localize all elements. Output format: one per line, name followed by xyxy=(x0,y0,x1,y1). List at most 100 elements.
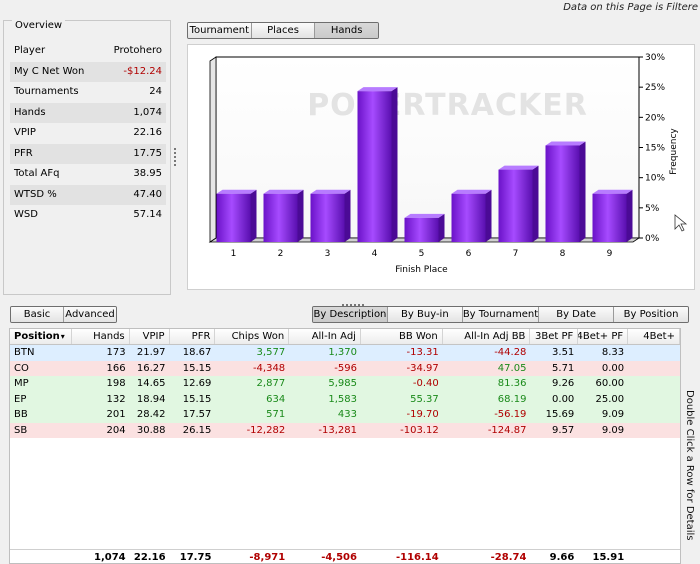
column-header-all-in-adj[interactable]: All-In Adj xyxy=(289,329,361,344)
cell-pfr: 26.15 xyxy=(182,424,212,436)
y-tick-label: 30% xyxy=(645,53,665,63)
cell-chips-won: 3,577 xyxy=(256,347,286,359)
column-header-label: BB Won xyxy=(399,331,438,342)
column-header-label: Position xyxy=(14,331,60,342)
tab-hands[interactable]: Hands xyxy=(315,23,378,38)
total-hands: 1,074 xyxy=(94,551,126,563)
column-header-hands[interactable]: Hands xyxy=(72,329,130,344)
y-axis-label: Frequency xyxy=(669,128,679,175)
column-header-vpip[interactable]: VPIP xyxy=(130,329,170,344)
overview-row-vpip: VPIP 22.16 xyxy=(10,123,166,144)
cell-4bet xyxy=(628,376,680,392)
tab-by-position[interactable]: By Position xyxy=(614,307,688,322)
x-tick-label: 7 xyxy=(513,249,519,259)
cell-4bet xyxy=(628,407,680,423)
table-row-mp[interactable]: MP 198 14.65 12.69 2,877 5,985 -0.40 81.36 9.26 6… xyxy=(10,376,680,392)
bar-side xyxy=(297,189,304,242)
y-tick-label: 25% xyxy=(645,83,665,93)
tab-by-description[interactable]: By Description xyxy=(313,307,388,322)
column-header-chips-won[interactable]: Chips Won xyxy=(215,329,290,344)
table-row-btn[interactable]: BTN 173 21.97 18.67 3,577 1,370 -13.31 -44.28 3.… xyxy=(10,345,680,361)
bar-8 xyxy=(545,145,580,242)
cell-4bet-pf: 8.33 xyxy=(601,347,625,359)
cell-bb-won: -19.70 xyxy=(406,409,439,421)
tab-basic[interactable]: Basic xyxy=(11,307,64,322)
total-all-in-adj-bb: -28.74 xyxy=(490,551,527,563)
tab-advanced[interactable]: Advanced xyxy=(64,307,116,322)
overview-label: Tournaments xyxy=(14,86,79,97)
cell-chips-won: 571 xyxy=(266,409,286,421)
overview-value: -$12.24 xyxy=(123,65,162,77)
bar-side xyxy=(532,165,539,242)
cell-4bet xyxy=(628,345,680,361)
column-header-position[interactable]: Position ▾ xyxy=(10,329,72,344)
cell-3bet-pf: 3.51 xyxy=(552,347,575,359)
x-tick-label: 3 xyxy=(325,249,331,259)
cell-bb-won: -13.31 xyxy=(406,347,439,359)
table-row-co[interactable]: CO 166 16.27 15.15 -4,348 -596 -34.97 47.05 5.71… xyxy=(10,360,680,377)
cell-3bet-pf: 15.69 xyxy=(545,409,575,421)
column-header-all-in-adj-bb[interactable]: All-In Adj BB xyxy=(443,329,531,344)
cell-pfr: 17.57 xyxy=(182,409,212,421)
column-header-3bet-pf[interactable]: 3Bet PF xyxy=(530,329,579,344)
detail-level-tabs: Basic Advanced xyxy=(10,306,117,323)
overview-row-my-c-net-won: My C Net Won -$12.24 xyxy=(10,61,166,82)
column-header-label: 4Bet+ PF xyxy=(578,331,624,342)
cell-4bet xyxy=(628,361,680,377)
bar-top xyxy=(498,165,539,170)
cell-vpip: 21.97 xyxy=(136,347,166,359)
column-header-bb-won[interactable]: BB Won xyxy=(361,329,443,344)
overview-row-total-afq: Total AFq 38.95 xyxy=(10,164,166,185)
overview-value: 22.16 xyxy=(133,127,162,138)
cell-bb-won: -0.40 xyxy=(412,378,439,390)
sort-arrow-icon: ▾ xyxy=(60,332,65,341)
bar-4 xyxy=(357,91,392,242)
cell-4bet-pf: 9.09 xyxy=(601,409,625,421)
bar-side xyxy=(391,87,398,242)
overview-value: 38.95 xyxy=(133,168,162,179)
cell-4bet-pf: 60.00 xyxy=(595,378,625,390)
cell-3bet-pf: 9.57 xyxy=(552,424,575,436)
bar-2 xyxy=(263,193,298,242)
cell-chips-won: -4,348 xyxy=(252,362,286,374)
table-row-ep[interactable]: EP 132 18.94 15.15 634 1,583 55.37 68.19 0.00 25.… xyxy=(10,391,680,407)
mouse-cursor-icon xyxy=(674,214,688,232)
total-4bet xyxy=(628,550,680,563)
bar-top xyxy=(451,189,492,194)
column-header-label: 3Bet PF xyxy=(535,331,574,342)
tab-tournament[interactable]: Tournament xyxy=(188,23,252,38)
cell-all-in-adj-bb: 68.19 xyxy=(497,393,527,405)
grid-body: BTN 173 21.97 18.67 3,577 1,370 -13.31 -44.28 3.… xyxy=(10,345,680,438)
overview-title: Overview xyxy=(12,20,66,31)
plot-side-wall xyxy=(209,56,217,243)
overview-label: My C Net Won xyxy=(14,65,85,77)
tab-by-date[interactable]: By Date xyxy=(539,307,615,322)
column-header-label: All-In Adj BB xyxy=(464,331,526,342)
bar-top xyxy=(545,141,586,146)
cell-position: EP xyxy=(14,393,27,405)
cell-hands: 201 xyxy=(106,409,126,421)
bar-top xyxy=(404,213,445,218)
x-tick-label: 4 xyxy=(372,249,378,259)
table-row-sb[interactable]: SB 204 30.88 26.15 -12,282 -13,281 -103.12 -124… xyxy=(10,422,680,438)
tab-places[interactable]: Places xyxy=(251,23,316,38)
x-tick-label: 6 xyxy=(466,249,472,259)
tab-by-buy-in[interactable]: By Buy-in xyxy=(387,307,463,322)
cell-all-in-adj: -13,281 xyxy=(318,424,357,436)
vertical-splitter[interactable] xyxy=(174,148,176,168)
overview-value: 47.40 xyxy=(133,188,162,200)
column-header-4bet[interactable]: 4Bet+ xyxy=(628,329,680,344)
total-vpip: 22.16 xyxy=(133,551,166,563)
column-header-pfr[interactable]: PFR xyxy=(170,329,216,344)
cell-all-in-adj-bb: 47.05 xyxy=(497,362,527,374)
overview-panel: Overview Player Protohero My C Net Won -$12… xyxy=(3,20,171,295)
tab-by-tournament[interactable]: By Tournament xyxy=(462,307,540,322)
overview-row-tournaments: Tournaments 24 xyxy=(10,82,166,103)
cell-4bet-pf: 0.00 xyxy=(601,362,625,374)
cell-vpip: 18.94 xyxy=(136,393,166,405)
finish-place-chart: POKERTRACKER 1 2 3 4 5 6 7 8 9 0% 5% 10% 15% 20% 25% 30%… xyxy=(187,44,695,290)
column-header-4bet-pf[interactable]: 4Bet+ PF xyxy=(578,329,629,344)
horizontal-splitter[interactable] xyxy=(342,298,366,306)
table-row-bb[interactable]: BB 201 28.42 17.57 571 433 -19.70 -56.19 15.69 9.… xyxy=(10,407,680,423)
cell-3bet-pf: 0.00 xyxy=(552,393,575,405)
